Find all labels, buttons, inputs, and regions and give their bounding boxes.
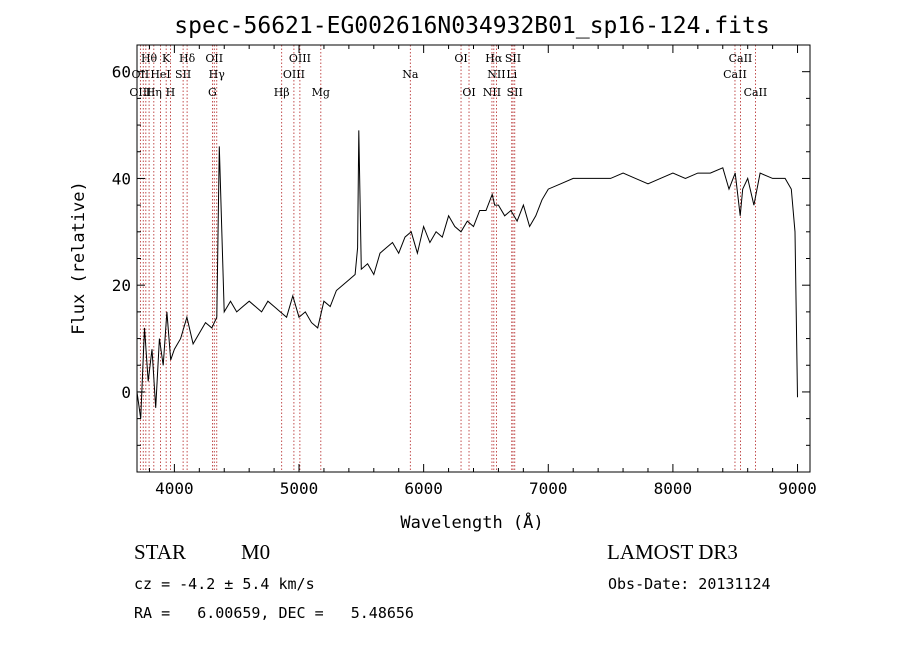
x-axis-label: Wavelength (Å) bbox=[400, 511, 543, 533]
emission-line-markers bbox=[139, 45, 756, 472]
x-tick-label: 6000 bbox=[404, 479, 443, 498]
y-tick-label: 60 bbox=[112, 63, 131, 82]
line-annotation: H bbox=[166, 86, 176, 99]
object-class: STAR bbox=[134, 540, 186, 564]
line-annotation: Hγ bbox=[209, 68, 226, 81]
y-tick-label: 0 bbox=[121, 383, 131, 402]
line-annotation: OI bbox=[454, 52, 467, 65]
spectrum-line bbox=[136, 130, 798, 419]
line-annotation: Hβ bbox=[274, 86, 290, 99]
object-subclass: M0 bbox=[241, 540, 271, 564]
line-annotation: OI bbox=[462, 86, 475, 99]
line-annotation: Li bbox=[506, 68, 517, 81]
plot-frame bbox=[136, 44, 811, 473]
line-annotation: OIII bbox=[129, 86, 151, 99]
line-annotation: OII bbox=[205, 52, 223, 65]
line-annotation: CaII bbox=[723, 68, 747, 81]
x-tick-label: 5000 bbox=[280, 479, 319, 498]
obs-date-text: Obs-Date: 20131124 bbox=[608, 575, 771, 593]
redshift-text: cz = -4.2 ± 5.4 km/s bbox=[134, 575, 315, 593]
y-axis-ticks: 0 20 40 60 bbox=[112, 63, 810, 446]
line-annotation: OIII bbox=[283, 68, 305, 81]
line-annotation: Hθ bbox=[141, 52, 158, 65]
line-annotation: SII bbox=[505, 52, 521, 65]
survey-name: LAMOST DR3 bbox=[607, 540, 738, 564]
line-annotation: G bbox=[208, 86, 217, 99]
line-annotation: OIII bbox=[289, 52, 311, 65]
line-annotation: HeI bbox=[150, 68, 170, 81]
line-annotation: K bbox=[162, 52, 171, 65]
line-annotation: NII bbox=[487, 68, 505, 81]
line-annotation: SII bbox=[175, 68, 191, 81]
x-axis-ticks: 4000 5000 6000 7000 8000 9000 bbox=[148, 45, 817, 498]
line-annotation: NII bbox=[483, 86, 501, 99]
line-annotation: Hα bbox=[485, 52, 503, 65]
x-tick-label: 7000 bbox=[529, 479, 568, 498]
y-tick-label: 40 bbox=[112, 169, 131, 188]
x-tick-label: 8000 bbox=[654, 479, 693, 498]
line-annotation: Na bbox=[402, 68, 419, 81]
chart-title: spec-56621-EG002616N034932B01_sp16-124.f… bbox=[174, 13, 769, 39]
y-tick-label: 20 bbox=[112, 276, 131, 295]
line-annotation: Mg bbox=[312, 86, 330, 99]
x-tick-label: 4000 bbox=[155, 479, 194, 498]
line-annotation: OII bbox=[132, 68, 150, 81]
y-axis-label: Flux (relative) bbox=[69, 181, 89, 335]
line-annotation: SII bbox=[507, 86, 523, 99]
x-tick-label: 9000 bbox=[778, 479, 817, 498]
line-annotation: CaII bbox=[729, 52, 753, 65]
line-annotation: CaII bbox=[744, 86, 768, 99]
line-annotation: Hη bbox=[146, 86, 162, 99]
coordinates-text: RA = 6.00659, DEC = 5.48656 bbox=[134, 604, 414, 622]
line-annotation: Hδ bbox=[179, 52, 196, 65]
